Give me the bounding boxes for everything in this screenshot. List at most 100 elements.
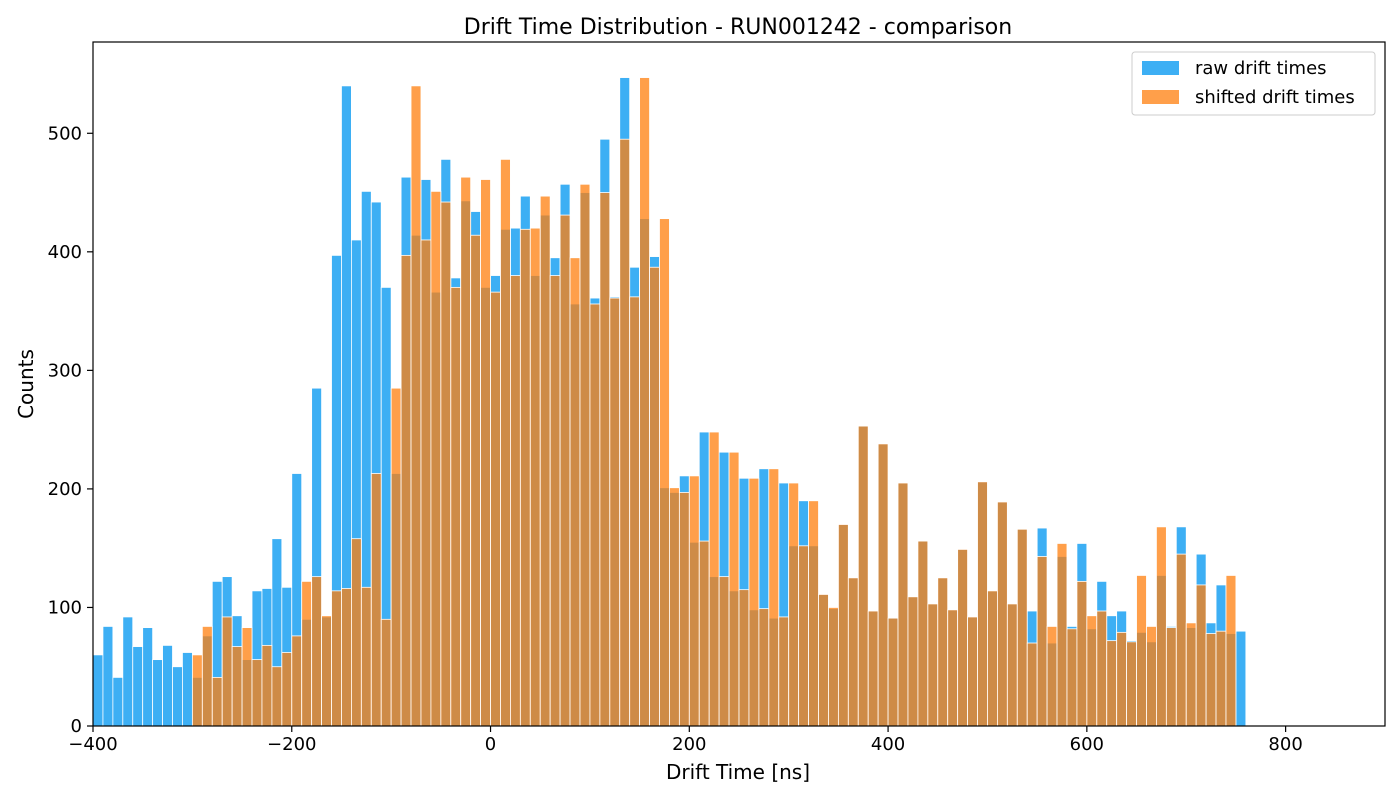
bar (370, 473, 382, 727)
bar (122, 616, 134, 727)
bar (659, 218, 670, 727)
bar (430, 190, 442, 727)
bar (1215, 630, 1227, 727)
bar (142, 627, 154, 727)
bar (629, 296, 641, 727)
y-tick-label: 400 (48, 242, 82, 263)
bar (321, 615, 332, 727)
x-axis: −400 −200 0 200 400 600 800 (68, 726, 1303, 755)
bar (669, 487, 680, 727)
bar (728, 451, 740, 727)
bar (450, 286, 462, 727)
bar (688, 475, 700, 727)
bar (758, 608, 770, 727)
bar (927, 603, 939, 727)
bar (420, 239, 432, 727)
bar (490, 291, 501, 727)
bar (281, 652, 293, 727)
bar (1205, 633, 1217, 727)
bar (639, 77, 650, 727)
bar (1096, 610, 1108, 727)
bar (519, 228, 531, 727)
bar (788, 482, 800, 727)
plot-frame (92, 41, 1386, 727)
bar (1106, 640, 1118, 727)
bar (360, 586, 372, 727)
bar (609, 297, 621, 727)
bar (748, 477, 760, 727)
bar (1026, 642, 1038, 727)
bar (1086, 615, 1098, 727)
bar (1016, 528, 1028, 727)
bar (877, 443, 889, 727)
bar (1146, 626, 1157, 727)
bar (907, 596, 919, 727)
bar (201, 626, 213, 727)
bar (539, 195, 551, 727)
bar (350, 538, 362, 727)
bar (152, 659, 163, 727)
bar (271, 666, 283, 727)
legend-box (1131, 51, 1376, 116)
bar (1076, 580, 1088, 727)
bar (1036, 556, 1048, 727)
bar (867, 610, 879, 727)
bar (440, 201, 452, 727)
bar (1185, 622, 1197, 727)
legend-label-raw: raw drift times (1195, 58, 1327, 79)
bar (897, 482, 909, 727)
x-tick-label: 800 (1268, 734, 1302, 755)
bar (698, 540, 710, 727)
bar (619, 138, 631, 727)
bar (1195, 584, 1207, 727)
x-tick-label: 600 (1070, 734, 1104, 755)
bar (390, 387, 402, 727)
bar (987, 590, 998, 727)
x-tick-label: −200 (267, 734, 316, 755)
bar (380, 618, 392, 727)
bar (1116, 631, 1127, 727)
bar (818, 594, 829, 727)
bar (410, 85, 422, 727)
bar (678, 492, 690, 727)
bar (1006, 603, 1018, 727)
bar (847, 577, 859, 727)
bar (887, 617, 899, 727)
bar (132, 646, 144, 727)
bar (997, 501, 1008, 727)
bar (172, 666, 183, 727)
bar (251, 659, 263, 727)
bar (480, 179, 491, 727)
bar (947, 609, 959, 727)
bar (231, 646, 243, 727)
x-axis-label: Drift Time [ns] (666, 760, 810, 784)
chart-title: Drift Time Distribution - RUN001242 - co… (464, 15, 1012, 40)
y-axis-label: Counts (14, 349, 38, 419)
bar (569, 257, 581, 727)
bar (977, 481, 988, 727)
y-tick-label: 200 (48, 479, 82, 500)
bar (400, 254, 412, 727)
bar (1066, 628, 1078, 727)
bar (559, 214, 571, 727)
bar (191, 654, 203, 727)
bar (1175, 553, 1187, 727)
bar (738, 589, 750, 727)
bar (112, 676, 124, 727)
bar (1126, 641, 1137, 727)
bar (182, 652, 193, 727)
bar (162, 644, 173, 727)
legend-swatch-raw (1142, 61, 1179, 75)
bar (470, 234, 481, 727)
x-tick-label: 200 (672, 734, 706, 755)
bar (1136, 575, 1147, 727)
bar (529, 227, 541, 727)
bar (241, 627, 253, 727)
bar (837, 524, 849, 727)
bar (341, 588, 352, 727)
bar (1046, 626, 1058, 727)
bar (589, 303, 601, 727)
bar (301, 580, 313, 727)
